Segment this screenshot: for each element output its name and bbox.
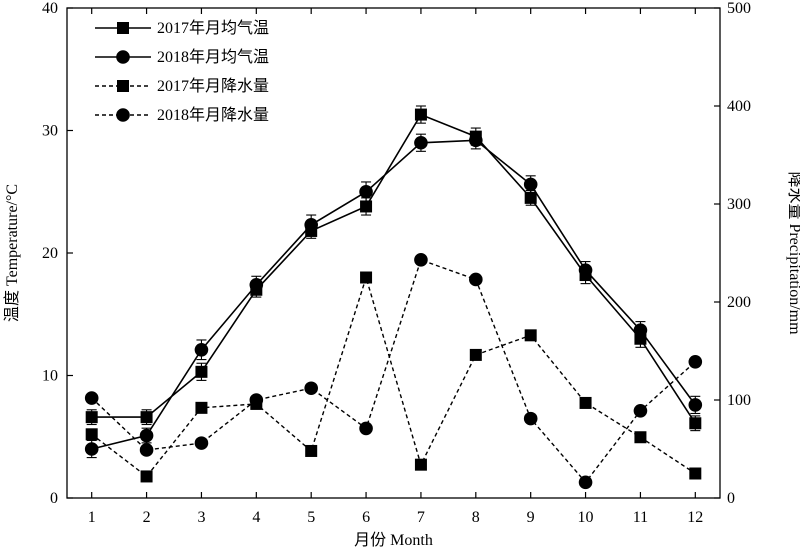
x-tick-label-8: 8 (472, 509, 480, 526)
series-3-point-10 (579, 396, 592, 409)
y-right-tick-label-400: 400 (727, 98, 751, 115)
y-right-tick-label-200: 200 (727, 294, 751, 311)
series-2 (84, 131, 703, 459)
series-2-point-11 (633, 323, 648, 337)
series-1-point-2 (140, 411, 153, 424)
y-axis-left-title: 温度 Temperature/°C (3, 184, 21, 322)
series-4 (84, 253, 703, 490)
legend-marker-1 (117, 22, 129, 34)
series-3-point-6 (360, 271, 373, 284)
legend-label-1: 2017年月均气温 (157, 19, 269, 37)
series-2-point-8 (469, 133, 483, 148)
x-tick-label-12: 12 (687, 509, 703, 526)
series-3-point-9 (524, 329, 537, 342)
y-right-tick-label-100: 100 (727, 392, 751, 409)
series-2-point-6 (359, 184, 373, 199)
legend-marker-2 (116, 50, 130, 64)
series-layer (84, 105, 703, 490)
y-left-tick-label-40: 40 (42, 0, 58, 17)
y-left-tick-label-20: 20 (42, 245, 58, 262)
x-tick-label-7: 7 (417, 509, 425, 526)
series-3-point-5 (305, 444, 318, 457)
series-2-point-12 (688, 398, 703, 412)
legend-marker-3 (117, 80, 129, 92)
legend-label-3: 2017年月降水量 (157, 77, 269, 95)
series-3-point-3 (195, 401, 208, 414)
series-4-point-12 (688, 354, 703, 369)
series-1-line (91, 113, 696, 424)
y-left-tick-label-0: 0 (50, 490, 58, 507)
legend-marker-4 (116, 108, 130, 122)
series-3-point-2 (140, 470, 153, 483)
x-tick-label-3: 3 (197, 509, 205, 526)
series-1-point-7 (414, 108, 427, 121)
x-tick-label-6: 6 (362, 509, 370, 526)
series-4-point-9 (523, 411, 538, 426)
x-tick-label-11: 11 (633, 509, 648, 526)
series-3-point-7 (414, 458, 427, 471)
series-2-point-10 (578, 263, 593, 277)
legend: 2017年月均气温 2018年月均气温 2017年月降水量 2018年月降水量 (95, 19, 269, 124)
series-1-point-6 (360, 200, 373, 213)
y-left-tick-label-10: 10 (42, 368, 58, 385)
series-3-point-1 (85, 428, 98, 441)
x-tick-label-10: 10 (578, 509, 594, 526)
series-4-point-2 (139, 443, 154, 457)
series-2-line (91, 139, 696, 450)
series-4-point-6 (359, 421, 373, 436)
series-1-point-9 (524, 191, 537, 204)
y-left-tick-label-30: 30 (42, 123, 58, 140)
y-right-tick-label-500: 500 (727, 0, 751, 17)
series-1-point-3 (195, 365, 208, 378)
series-1-point-12 (689, 417, 702, 430)
y-right-tick-label-300: 300 (727, 196, 751, 213)
series-4-point-11 (633, 403, 648, 418)
legend-label-4: 2018年月降水量 (157, 106, 269, 124)
series-4-line (91, 258, 696, 484)
series-3-line (91, 275, 696, 478)
legend-label-2: 2018年月均气温 (157, 48, 269, 66)
series-2-point-4 (249, 278, 264, 292)
series-3-point-8 (469, 348, 482, 361)
y-axis-right-title: 降水量 Precipitation/mm (786, 171, 800, 335)
series-4-point-4 (249, 393, 264, 407)
series-4-point-1 (84, 391, 99, 405)
series-1-point-1 (85, 411, 98, 424)
series-4-point-8 (469, 272, 483, 287)
series-4-point-5 (304, 381, 318, 396)
series-1 (85, 105, 702, 432)
series-2-point-3 (194, 342, 209, 357)
series-3-point-12 (689, 467, 702, 480)
series-2-point-9 (523, 177, 538, 192)
series-2-point-1 (84, 442, 99, 456)
series-2-point-5 (304, 218, 318, 232)
series-2-point-7 (414, 135, 428, 150)
x-tick-label-9: 9 (527, 509, 535, 526)
series-2-point-2 (139, 428, 154, 443)
x-axis-title: 月份 Month (354, 531, 433, 549)
series-4-point-7 (414, 253, 428, 267)
x-tick-label-2: 2 (143, 509, 151, 526)
x-tick-label-5: 5 (307, 509, 315, 526)
x-tick-label-4: 4 (252, 509, 260, 526)
series-3-point-11 (634, 431, 647, 444)
x-tick-label-1: 1 (88, 509, 96, 526)
series-4-point-3 (194, 436, 209, 450)
y-right-tick-label-0: 0 (727, 490, 735, 507)
series-4-point-10 (578, 475, 593, 490)
